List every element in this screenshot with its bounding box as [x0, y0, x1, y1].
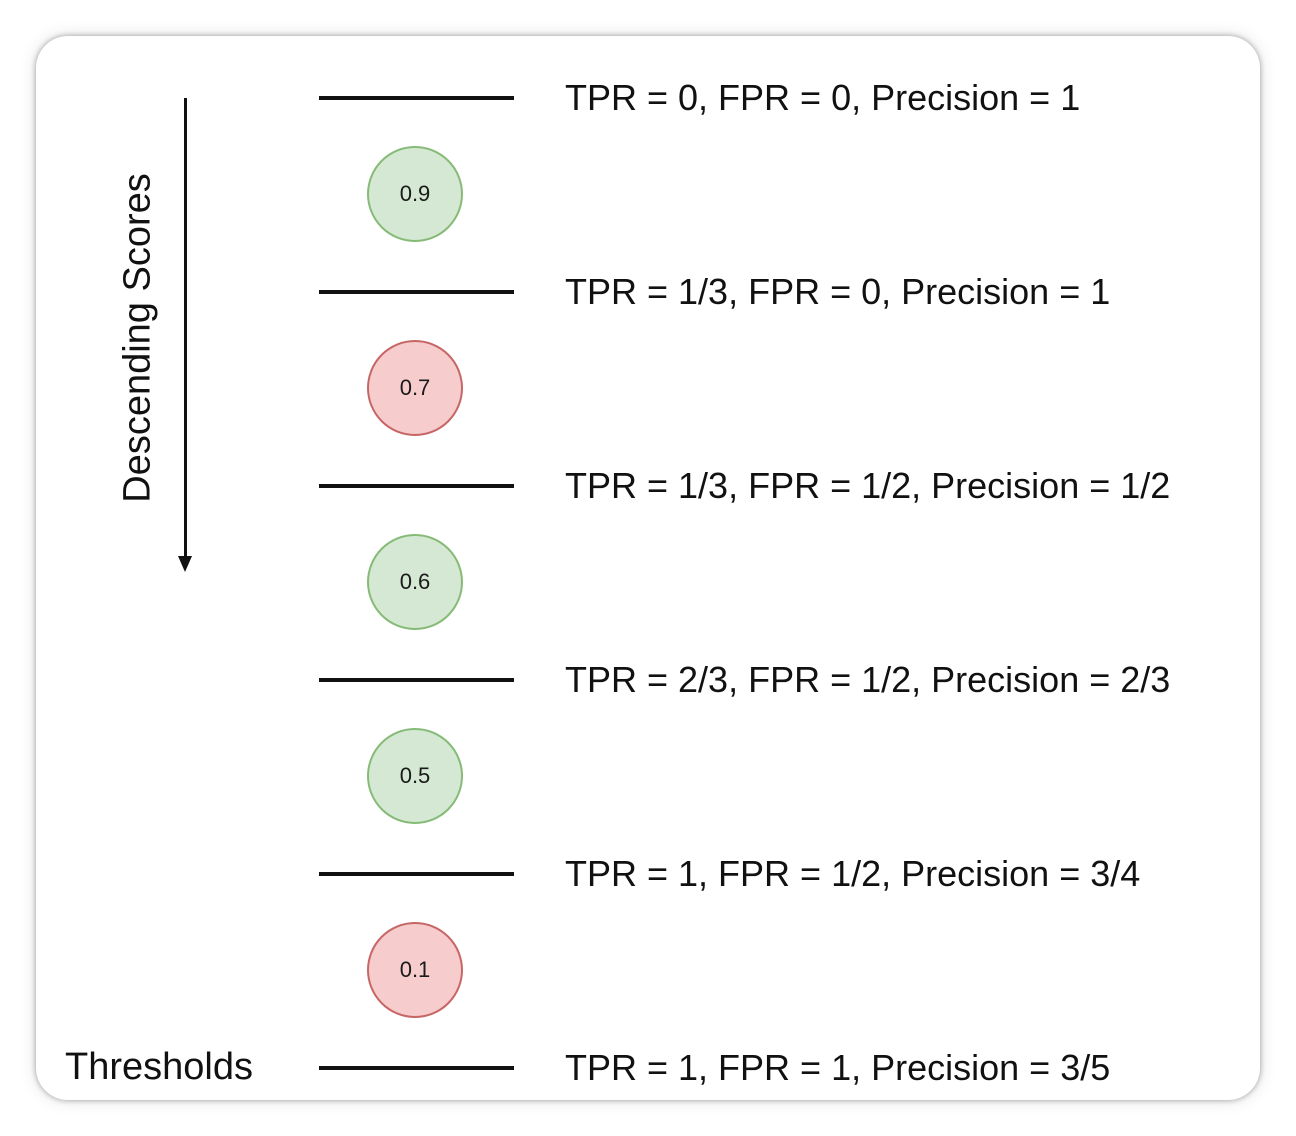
score-circle-negative: 0.7 [367, 340, 463, 436]
score-circle-negative: 0.1 [367, 922, 463, 1018]
score-circle-positive: 0.6 [367, 534, 463, 630]
threshold-line [319, 484, 514, 488]
score-circle-positive: 0.9 [367, 146, 463, 242]
threshold-metrics: TPR = 0, FPR = 0, Precision = 1 [565, 77, 1081, 118]
thresholds-label: Thresholds [65, 1046, 253, 1088]
threshold-metrics: TPR = 1, FPR = 1, Precision = 3/5 [565, 1047, 1111, 1088]
threshold-metrics: TPR = 1, FPR = 1/2, Precision = 3/4 [565, 853, 1141, 894]
arrow-down-icon [178, 556, 192, 572]
threshold-line [319, 1066, 514, 1070]
descending-arrow [184, 98, 187, 560]
threshold-metrics: TPR = 1/3, FPR = 1/2, Precision = 1/2 [565, 465, 1171, 506]
threshold-line [319, 678, 514, 682]
threshold-line [319, 96, 514, 100]
score-circle-positive: 0.5 [367, 728, 463, 824]
threshold-line [319, 872, 514, 876]
descending-scores-label: Descending Scores [116, 173, 159, 503]
diagram-card [36, 36, 1260, 1100]
threshold-metrics: TPR = 2/3, FPR = 1/2, Precision = 2/3 [565, 659, 1171, 700]
threshold-metrics: TPR = 1/3, FPR = 0, Precision = 1 [565, 271, 1111, 312]
threshold-line [319, 290, 514, 294]
